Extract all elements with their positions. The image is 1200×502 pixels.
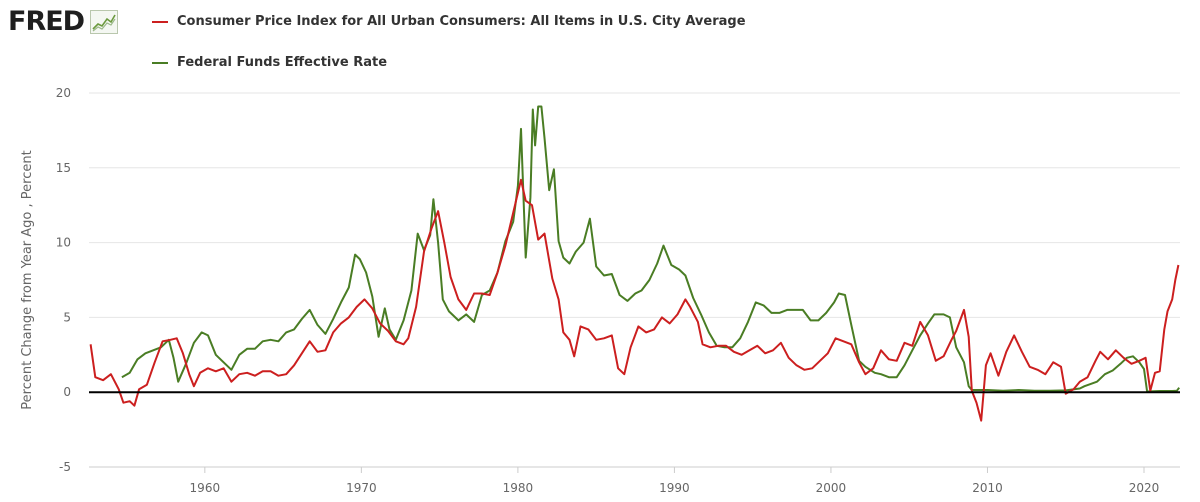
x-tick-label: 1990 [659, 481, 690, 495]
y-tick-label: 0 [63, 385, 71, 399]
y-tick-label: 15 [56, 161, 71, 175]
series-lines [89, 105, 1180, 422]
axis-ticks: -5 0 5 10 15 20 1960 1970 1980 1990 2000 2010 2020 [56, 86, 1180, 495]
legend-item-fedfunds[interactable]: Federal Funds Effective Rate [152, 55, 387, 70]
y-tick-label: -5 [59, 460, 71, 474]
trend-chart-icon [90, 10, 119, 34]
fred-logo[interactable]: FRED [8, 6, 119, 38]
y-tick-label: 5 [63, 310, 71, 324]
fred-logo-text: FRED [8, 6, 85, 37]
x-tick-label: 1970 [346, 481, 377, 495]
x-tick-label: 2000 [816, 481, 847, 495]
x-tick-label: 2020 [1129, 481, 1160, 495]
legend-item-cpi[interactable]: Consumer Price Index for All Urban Consu… [152, 14, 746, 29]
series-line-fedfunds [121, 105, 1180, 393]
x-tick-label: 2010 [972, 481, 1003, 495]
y-tick-label: 10 [56, 236, 71, 250]
legend-label-cpi: Consumer Price Index for All Urban Consu… [177, 14, 746, 29]
x-tick-label: 1980 [503, 481, 534, 495]
x-tick-label: 1960 [190, 481, 221, 495]
series-line-cpi [89, 178, 1180, 422]
y-tick-label: 20 [56, 86, 71, 100]
legend-label-fedfunds: Federal Funds Effective Rate [177, 55, 388, 70]
legend-swatch-cpi [152, 20, 168, 23]
gridlines [89, 92, 1180, 468]
legend-swatch-fedfunds [152, 61, 168, 64]
y-axis-title: Percent Change from Year Ago , Percent [20, 150, 35, 409]
